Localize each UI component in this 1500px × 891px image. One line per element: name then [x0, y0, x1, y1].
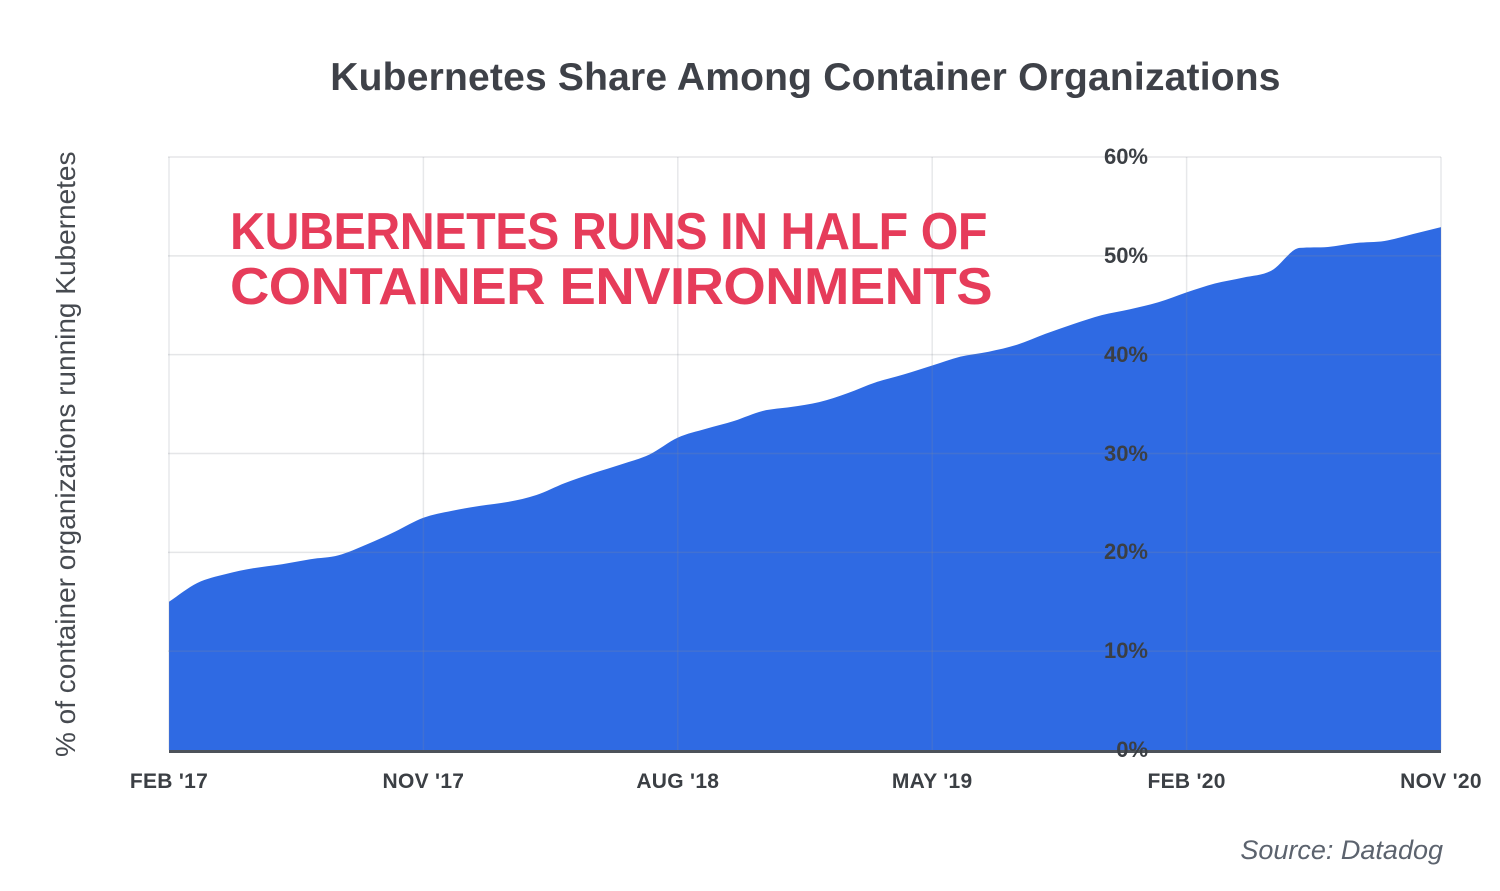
annotation-headline: KUBERNETES RUNS IN HALF OF CONTAINER ENV…: [230, 205, 1043, 315]
y-tick-label: 0%: [1116, 737, 1148, 762]
y-tick-label: 10%: [1103, 638, 1148, 664]
source-attribution: Source: Datadog: [1240, 835, 1443, 865]
x-tick-label: FEB '20: [1147, 770, 1226, 793]
y-tick-label: 30%: [1103, 440, 1148, 466]
annotation-line-2: CONTAINER ENVIRONMENTS: [230, 258, 993, 316]
y-axis-title: % of container organizations running Kub…: [50, 151, 81, 757]
y-tick-label: 40%: [1103, 341, 1148, 367]
annotation-line-1: KUBERNETES RUNS IN HALF OF: [230, 203, 987, 261]
x-tick-label: FEB '17: [129, 770, 209, 793]
x-tick-label: NOV '17: [382, 770, 465, 793]
y-tick-label: 20%: [1103, 539, 1148, 565]
y-tick-label: 50%: [1103, 242, 1148, 268]
chart-title: Kubernetes Share Among Container Organiz…: [330, 56, 1281, 99]
x-tick-label: MAY '19: [891, 770, 973, 793]
y-tick-label: 60%: [1103, 144, 1148, 169]
x-tick-label: NOV '20: [1400, 770, 1482, 793]
x-tick-label: AUG '18: [636, 770, 720, 793]
kubernetes-share-area-series: [169, 227, 1441, 751]
